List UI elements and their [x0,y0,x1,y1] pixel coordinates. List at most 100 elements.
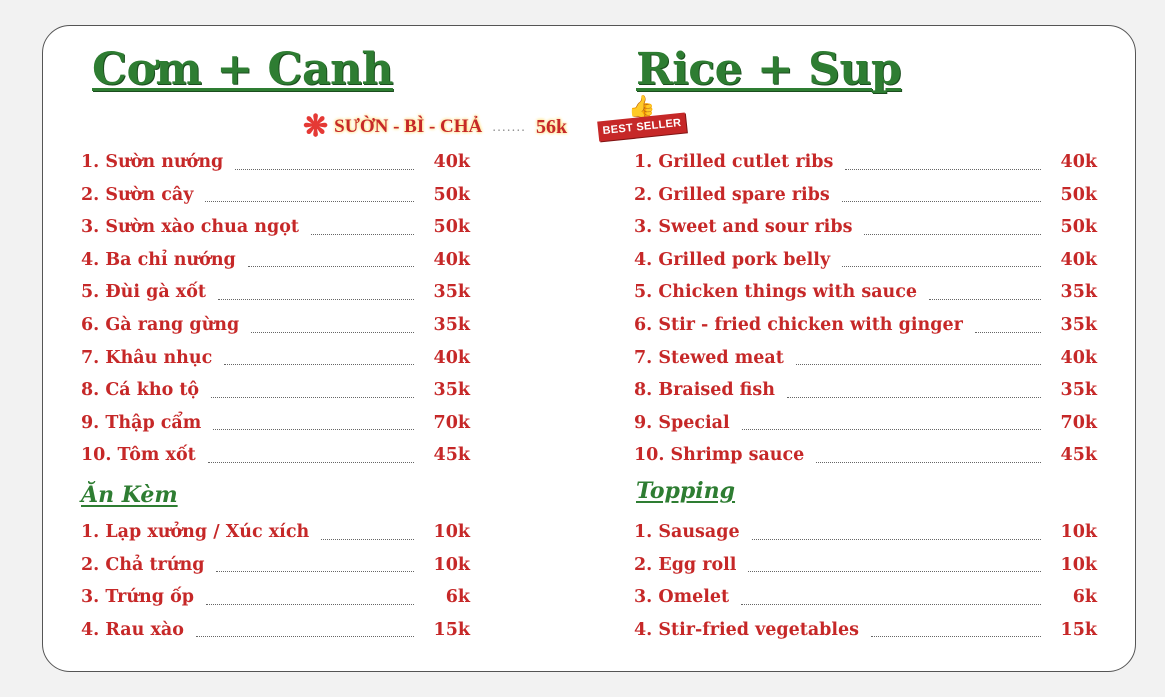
best-seller-badge: 👍 BEST SELLER [597,95,690,145]
menu-item-name: 2. Chả trứng [81,554,205,575]
menu-item-price: 40k [433,152,470,172]
menu-item-price: 50k [1060,184,1097,205]
menu-item-price: 50k [433,217,470,238]
menu-item-name: 10. Tôm xốt [81,445,196,466]
promo-line: ❋ SƯỜN - BÌ - CHẢ ....... 56k [303,112,567,142]
menu-item-price: 10k [1060,522,1097,542]
dotted-leader [224,350,414,366]
dotted-leader [213,415,414,431]
dotted-leader [217,285,414,300]
menu-item: 9. Thập cẩm 70k [81,409,470,437]
menu-item-name: 5. Đùi gà xốt [81,282,206,303]
menu-item-name: 3. Trứng ốp [81,587,195,608]
menu-item-name: 5. Chicken things with sauce [634,282,918,303]
menu-item: 2. Grilled spare ribs 50k [634,181,1097,209]
dotted-leader [741,415,1041,431]
menu-item-name: 9. Special [634,412,730,433]
menu-item: 1. Lạp xưởng / Xúc xích 10k [81,518,470,546]
promo-price: 56k [535,115,568,138]
menu-item-name: 1. Grilled cutlet ribs [634,152,834,172]
menu-item-name: 3. Sweet and sour ribs [634,217,853,238]
menu-item-name: 6. Stir - fried chicken with ginger [634,315,963,335]
menu-item: 3. Omelet 6k [634,583,1097,611]
menu-item: 1. Grilled cutlet ribs 40k [634,148,1097,176]
best-seller-label: BEST SELLER [597,112,687,142]
dotted-leader [751,525,1041,540]
menu-item-price: 35k [1060,315,1097,335]
dotted-leader [207,448,414,463]
menu-item-price: 70k [1060,412,1097,433]
asterisk-icon: ❋ [303,109,329,144]
dotted-leader [321,525,414,540]
dotted-leader [871,622,1041,638]
menu-item-price: 35k [433,282,470,303]
menu-item: 4. Grilled pork belly 40k [634,246,1097,274]
menu-item-name: 7. Stewed meat [634,347,784,368]
menu-item-price: 35k [433,315,470,335]
menu-item: 7. Khâu nhục 40k [81,344,470,372]
dotted-leader [216,557,414,573]
menu-item-price: 15k [1060,619,1097,640]
menu-item-name: 2. Sườn cây [81,184,194,205]
menu-item-price: 70k [433,412,470,433]
menu-item-name: 4. Stir-fried vegetables [634,619,860,640]
menu-item-name: 1. Lạp xưởng / Xúc xích [81,522,310,542]
dotted-leader [795,350,1041,366]
menu-item: 2. Sườn cây 50k [81,181,470,209]
menu-item-price: 10k [433,522,470,542]
menu-item: 5. Đùi gà xốt 35k [81,278,470,306]
left-sides-title: Ăn Kèm [81,482,178,508]
menu-item-price: 35k [1060,380,1097,401]
dotted-leader [748,557,1041,573]
menu-item: 10. Tôm xốt 45k [81,441,470,469]
menu-card [42,25,1136,672]
menu-item-price: 45k [1060,445,1097,466]
menu-item: 5. Chicken things with sauce 35k [634,278,1097,306]
dotted-leader [786,383,1041,398]
menu-item-price: 10k [433,554,470,575]
dotted-leader [195,622,414,638]
dotted-leader [247,252,414,268]
menu-item: 3. Sweet and sour ribs 50k [634,213,1097,241]
menu-item-price: 50k [433,184,470,205]
menu-item-name: 1. Sausage [634,522,740,542]
menu-item-name: 3. Sườn xào chua ngọt [81,217,299,238]
menu-item-price: 35k [433,380,470,401]
dotted-leader [235,155,414,170]
right-title: Rice + Sup [636,44,902,95]
menu-item: 4. Rau xào 15k [81,616,470,644]
menu-item: 8. Cá kho tộ 35k [81,376,470,404]
menu-item-name: 1. Sườn nướng [81,152,224,172]
menu-item-price: 40k [433,249,470,270]
menu-item-price: 45k [433,445,470,466]
menu-item-name: 8. Braised fish [634,380,775,401]
dotted-leader [841,187,1041,203]
dotted-leader [929,285,1041,300]
menu-item-price: 10k [1060,554,1097,575]
menu-item: 2. Chả trứng 10k [81,551,470,579]
menu-item: 7. Stewed meat 40k [634,344,1097,372]
dotted-leader [864,220,1041,235]
dotted-leader [211,383,414,398]
dotted-leader [311,220,414,235]
menu-item-price: 40k [433,347,470,368]
dotted-leader [205,187,414,203]
menu-item: 1. Sausage 10k [634,518,1097,546]
dotted-leader [206,590,414,605]
menu-item-price: 40k [1060,249,1097,270]
menu-item-name: 4. Grilled pork belly [634,249,831,270]
promo-leader: ....... [492,120,526,134]
menu-item-price: 6k [1072,587,1097,608]
menu-item: 10. Shrimp sauce 45k [634,441,1097,469]
left-title: Cơm + Canh [92,44,393,95]
menu-item-price: 6k [445,587,470,608]
dotted-leader [741,590,1041,605]
right-sides-title: Topping [636,478,736,504]
menu-item: 1. Sườn nướng 40k [81,148,470,176]
menu-item-name: 3. Omelet [634,587,730,608]
dotted-leader [845,155,1041,170]
menu-item: 3. Sườn xào chua ngọt 50k [81,213,470,241]
menu-item: 8. Braised fish 35k [634,376,1097,404]
menu-item-price: 40k [1060,347,1097,368]
menu-item-name: 4. Ba chỉ nướng [81,249,236,270]
